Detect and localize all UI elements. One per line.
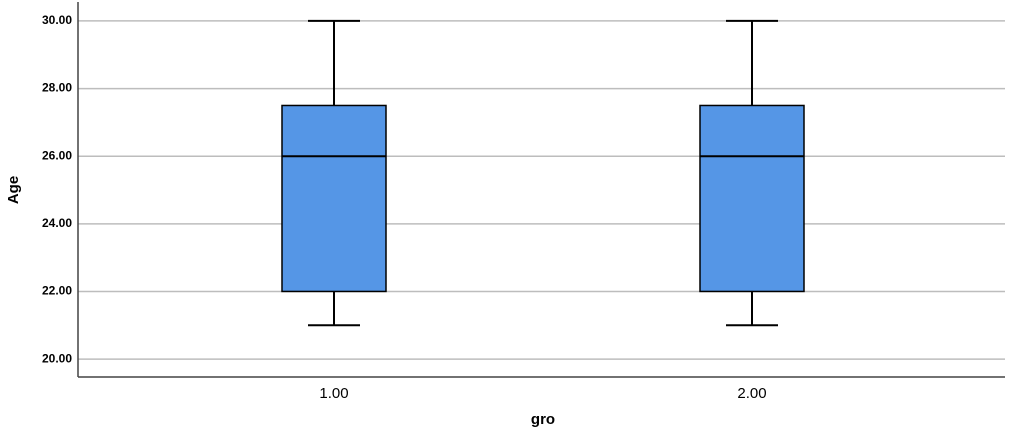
box <box>281 104 387 293</box>
x-tick-label: 2.00 <box>737 385 766 402</box>
y-tick-label: 24.00 <box>42 216 72 230</box>
y-axis-title: Age <box>5 176 22 204</box>
y-tick-label: 30.00 <box>42 13 72 27</box>
y-tick-label: 22.00 <box>42 284 72 298</box>
y-tick-label: 26.00 <box>42 148 72 162</box>
x-tick-label: 1.00 <box>319 385 348 402</box>
y-tick-label: 28.00 <box>42 81 72 95</box>
y-tick-label: 20.00 <box>42 351 72 365</box>
x-axis-title: gro <box>531 411 555 428</box>
box <box>699 104 805 293</box>
